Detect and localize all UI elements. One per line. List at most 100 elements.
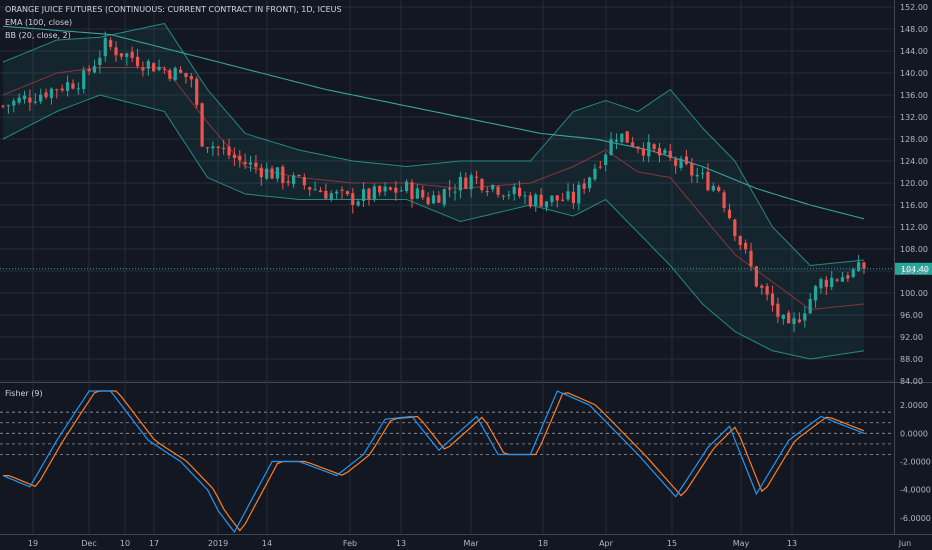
fisher-title[interactable]: Fisher (9): [5, 389, 43, 398]
candle-body: [744, 242, 748, 250]
candle: [507, 190, 511, 200]
candle: [270, 165, 274, 179]
candle-body: [442, 189, 446, 205]
candle: [803, 306, 807, 328]
candle: [604, 152, 608, 172]
fisher-tick-label: 0.0000: [900, 429, 928, 438]
candle: [518, 180, 522, 199]
time-axis[interactable]: 19 Dec 10 17 2019 14 Feb 13 Mar 18 Apr 15 May 13 Jun: [28, 539, 911, 548]
price-tick-label: 152.00: [900, 3, 928, 12]
candle: [227, 138, 231, 160]
candle: [60, 84, 64, 93]
candle: [657, 142, 662, 163]
candle-body: [679, 158, 683, 168]
price-tick-label: 144.00: [900, 47, 928, 56]
candle: [631, 136, 635, 148]
candle-body: [275, 167, 280, 179]
candle: [593, 164, 597, 182]
candle: [1, 104, 5, 109]
candle: [404, 179, 409, 194]
legend-bb[interactable]: BB (20, close, 2): [5, 31, 71, 40]
candle: [431, 190, 436, 205]
candle-body: [749, 250, 753, 267]
candle-body: [259, 167, 263, 178]
candle: [819, 277, 823, 294]
time-tick-label: 14: [262, 539, 272, 548]
candle-body: [22, 95, 27, 100]
candle: [647, 134, 651, 163]
candle: [291, 172, 296, 188]
candle: [480, 177, 484, 193]
candle-body: [33, 101, 37, 103]
candle: [222, 139, 226, 155]
candle-body: [733, 219, 737, 237]
candle-body: [448, 188, 452, 190]
candle-body: [663, 150, 667, 154]
candle-body: [157, 66, 161, 71]
candle: [830, 271, 834, 291]
candle: [238, 150, 242, 168]
price-axis[interactable]: 84.00 88.00 92.00 96.00 100.00 104.00 108.00 11…: [900, 3, 928, 386]
candle-body: [60, 88, 64, 91]
time-tick-label: 2019: [208, 539, 228, 548]
candle-body: [846, 275, 850, 279]
candle: [679, 155, 683, 171]
candle-body: [135, 56, 140, 67]
candle: [157, 59, 161, 72]
candle: [582, 178, 586, 195]
candle-body: [647, 142, 651, 157]
candle: [211, 141, 215, 157]
candle: [308, 186, 312, 197]
time-tick-label: 13: [396, 539, 406, 548]
candle: [555, 195, 559, 208]
price-tick-label: 136.00: [900, 91, 928, 100]
last-price-badge: [895, 262, 932, 275]
candle-body: [534, 194, 538, 206]
candle-body: [813, 286, 818, 301]
candle: [824, 276, 828, 295]
candle: [512, 183, 516, 201]
candle: [410, 179, 414, 208]
candle-body: [835, 279, 839, 281]
candle-body: [12, 100, 16, 106]
candle-body: [528, 195, 532, 207]
candle: [415, 183, 419, 200]
candle-body: [792, 318, 796, 325]
fisher-trigger-line: [3, 390, 865, 532]
candle: [254, 154, 258, 174]
time-tick-label: 10: [120, 539, 130, 548]
candle: [92, 59, 97, 74]
candle: [835, 278, 839, 283]
candle-body: [561, 199, 565, 201]
fisher-axis[interactable]: 2.0000 0.0000 -2.0000 -4.0000 -6.0000: [900, 401, 931, 523]
candle: [232, 147, 236, 166]
candle-body: [329, 193, 333, 200]
candle: [76, 82, 80, 95]
candle-body: [480, 178, 484, 191]
legend-ema[interactable]: EMA (100, close): [5, 18, 73, 27]
candle-body: [248, 162, 253, 165]
candle: [770, 285, 775, 312]
candle-body: [609, 139, 613, 156]
chart-title: ORANGE JUICE FUTURES (CONTINUOUS: CURREN…: [5, 5, 342, 14]
candle: [141, 61, 145, 77]
candle: [652, 143, 656, 153]
time-tick-label: 15: [667, 539, 677, 548]
candle: [184, 72, 188, 84]
candle-body: [361, 189, 366, 201]
candle-body: [641, 148, 645, 156]
candle-body: [227, 146, 231, 156]
candle-body: [114, 47, 118, 56]
candle-body: [469, 175, 473, 190]
candle: [609, 131, 613, 156]
candle: [152, 62, 156, 72]
candle: [17, 93, 21, 105]
candle: [367, 187, 371, 206]
candle-body: [674, 159, 678, 166]
candle-body: [281, 166, 285, 184]
candle: [776, 297, 780, 324]
candle-body: [582, 183, 586, 189]
candle: [437, 191, 441, 203]
candle: [426, 192, 430, 206]
